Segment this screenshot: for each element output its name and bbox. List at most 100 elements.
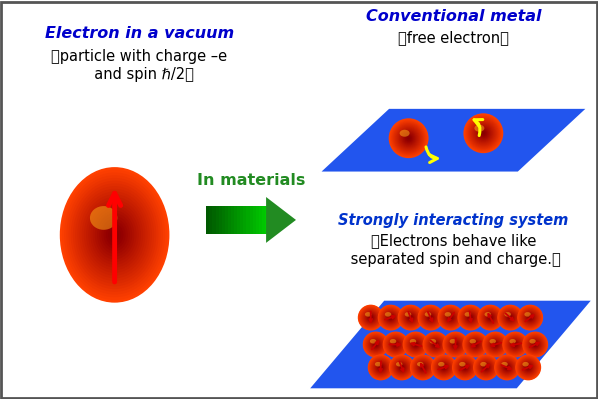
Ellipse shape	[466, 335, 485, 354]
Ellipse shape	[519, 358, 538, 377]
Ellipse shape	[420, 365, 425, 370]
Ellipse shape	[365, 311, 377, 324]
Ellipse shape	[496, 356, 518, 379]
Ellipse shape	[505, 365, 510, 370]
Ellipse shape	[487, 314, 493, 321]
Ellipse shape	[486, 335, 505, 354]
Ellipse shape	[425, 334, 446, 355]
Ellipse shape	[429, 316, 432, 319]
Ellipse shape	[460, 307, 481, 328]
Ellipse shape	[380, 307, 401, 328]
Ellipse shape	[404, 311, 417, 324]
Ellipse shape	[425, 334, 446, 355]
Ellipse shape	[448, 337, 463, 352]
Ellipse shape	[520, 359, 536, 376]
Ellipse shape	[489, 316, 492, 319]
Ellipse shape	[104, 221, 125, 248]
Ellipse shape	[467, 336, 484, 353]
Ellipse shape	[515, 344, 516, 345]
Ellipse shape	[409, 337, 423, 352]
Ellipse shape	[500, 307, 521, 328]
Ellipse shape	[389, 355, 414, 380]
Ellipse shape	[400, 130, 410, 137]
Ellipse shape	[509, 339, 516, 344]
Ellipse shape	[433, 342, 437, 346]
Ellipse shape	[464, 312, 476, 323]
Ellipse shape	[360, 307, 382, 328]
Ellipse shape	[383, 310, 398, 325]
Ellipse shape	[435, 359, 453, 376]
Ellipse shape	[374, 344, 377, 346]
Ellipse shape	[80, 192, 149, 278]
Ellipse shape	[469, 316, 472, 319]
Ellipse shape	[433, 356, 455, 378]
Ellipse shape	[443, 366, 445, 368]
Ellipse shape	[479, 307, 501, 328]
Ellipse shape	[443, 332, 467, 356]
Ellipse shape	[367, 335, 385, 354]
Ellipse shape	[387, 336, 404, 353]
Ellipse shape	[401, 308, 421, 328]
Ellipse shape	[371, 340, 380, 349]
Ellipse shape	[463, 332, 487, 356]
Ellipse shape	[526, 335, 545, 354]
Ellipse shape	[395, 344, 396, 345]
Ellipse shape	[412, 341, 419, 348]
Ellipse shape	[437, 361, 451, 374]
Ellipse shape	[473, 355, 499, 380]
Ellipse shape	[388, 337, 403, 352]
Ellipse shape	[442, 365, 446, 370]
Ellipse shape	[380, 366, 382, 368]
Ellipse shape	[424, 332, 448, 356]
Ellipse shape	[482, 309, 499, 326]
Ellipse shape	[364, 310, 378, 325]
Ellipse shape	[376, 363, 385, 372]
Ellipse shape	[421, 366, 424, 369]
Ellipse shape	[376, 362, 386, 373]
Ellipse shape	[400, 365, 404, 370]
Ellipse shape	[525, 364, 532, 370]
Ellipse shape	[406, 312, 416, 323]
Ellipse shape	[385, 312, 391, 317]
Ellipse shape	[428, 337, 443, 352]
Ellipse shape	[458, 360, 472, 375]
Ellipse shape	[397, 362, 407, 373]
Ellipse shape	[414, 359, 431, 376]
Ellipse shape	[365, 312, 371, 317]
FancyArrow shape	[266, 197, 296, 243]
Polygon shape	[308, 300, 593, 389]
Ellipse shape	[475, 125, 491, 141]
Ellipse shape	[386, 313, 395, 322]
Ellipse shape	[502, 332, 528, 358]
Ellipse shape	[477, 358, 496, 377]
Ellipse shape	[427, 314, 434, 321]
Ellipse shape	[445, 312, 451, 317]
Ellipse shape	[439, 306, 462, 329]
Polygon shape	[319, 108, 588, 172]
Ellipse shape	[367, 314, 374, 321]
Ellipse shape	[377, 364, 385, 371]
FancyArrow shape	[237, 206, 241, 234]
Ellipse shape	[490, 339, 501, 350]
Ellipse shape	[477, 127, 490, 140]
Ellipse shape	[389, 316, 392, 319]
Ellipse shape	[500, 360, 514, 375]
Ellipse shape	[485, 335, 505, 354]
Ellipse shape	[452, 355, 478, 380]
Ellipse shape	[471, 340, 479, 349]
Ellipse shape	[430, 339, 441, 350]
Ellipse shape	[442, 365, 446, 370]
Ellipse shape	[469, 338, 482, 351]
Ellipse shape	[423, 332, 448, 357]
Ellipse shape	[441, 364, 447, 370]
Ellipse shape	[461, 308, 480, 327]
Ellipse shape	[485, 312, 496, 323]
Ellipse shape	[395, 361, 409, 374]
Ellipse shape	[502, 309, 519, 326]
Ellipse shape	[524, 333, 547, 356]
Ellipse shape	[416, 360, 430, 375]
Ellipse shape	[430, 339, 440, 350]
Ellipse shape	[415, 344, 416, 346]
Ellipse shape	[459, 361, 471, 374]
Ellipse shape	[108, 227, 121, 243]
